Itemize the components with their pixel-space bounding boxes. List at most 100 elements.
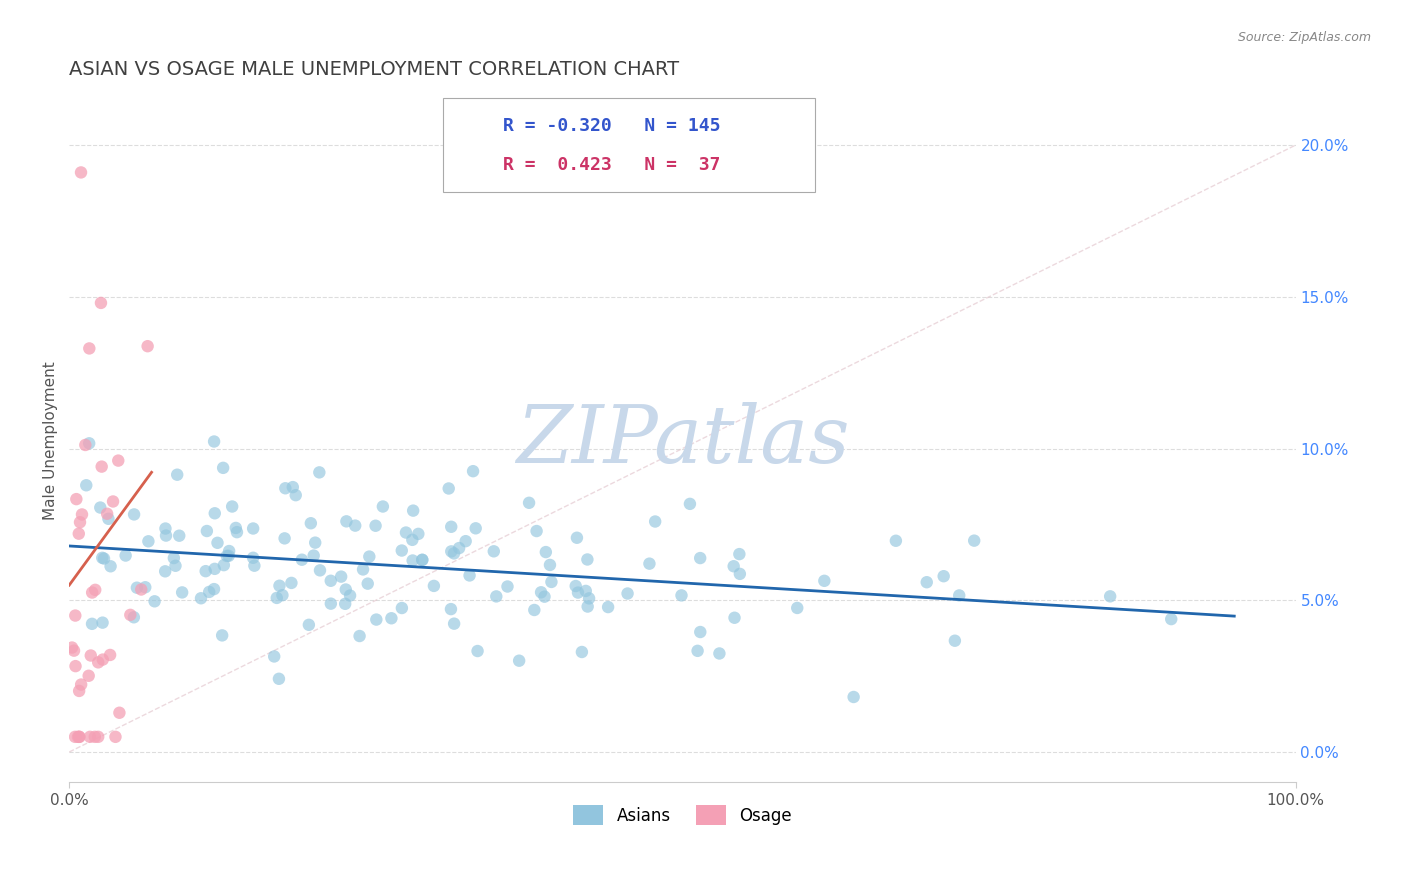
Point — [242, 550, 264, 565]
Point — [165, 558, 187, 573]
Point — [538, 558, 561, 572]
Text: R =  0.423   N =  37: R = 0.423 N = 37 — [503, 156, 721, 174]
Point — [349, 629, 371, 643]
Point — [616, 586, 638, 600]
Point — [304, 535, 326, 549]
Point — [65, 608, 87, 623]
Point — [302, 549, 325, 563]
Point — [526, 524, 548, 538]
Text: ASIAN VS OSAGE MALE UNEMPLOYMENT CORRELATION CHART: ASIAN VS OSAGE MALE UNEMPLOYMENT CORRELA… — [69, 60, 679, 78]
Point — [77, 669, 100, 683]
Point — [82, 585, 104, 599]
Point — [357, 576, 380, 591]
Point — [198, 585, 221, 599]
Point — [689, 551, 711, 566]
Point — [122, 610, 145, 624]
Point — [143, 594, 166, 608]
Point — [443, 616, 465, 631]
Point — [915, 575, 938, 590]
Point — [437, 482, 460, 496]
Point — [75, 478, 97, 492]
Point — [565, 531, 588, 545]
Point — [89, 500, 111, 515]
Point — [932, 569, 955, 583]
Point — [96, 507, 118, 521]
Point — [167, 529, 190, 543]
Point — [598, 600, 620, 615]
Point — [79, 730, 101, 744]
Point — [69, 515, 91, 529]
Point — [63, 643, 86, 657]
Point — [391, 543, 413, 558]
Point — [202, 434, 225, 449]
Point — [218, 544, 240, 558]
Point — [87, 656, 110, 670]
Point — [344, 518, 367, 533]
Point — [84, 582, 107, 597]
Point — [108, 706, 131, 720]
Point — [482, 544, 505, 558]
Point — [786, 601, 808, 615]
Point — [90, 296, 112, 310]
Point — [578, 591, 600, 606]
Point — [212, 461, 235, 475]
Point — [395, 525, 418, 540]
Point — [195, 524, 218, 538]
Point — [269, 579, 291, 593]
Point — [564, 579, 586, 593]
Point — [225, 521, 247, 535]
Point — [242, 521, 264, 535]
Point — [90, 459, 112, 474]
Point — [440, 544, 463, 558]
Point — [671, 588, 693, 602]
Point — [291, 552, 314, 566]
Point — [226, 525, 249, 540]
Point — [517, 496, 540, 510]
Point — [567, 585, 589, 599]
Point — [114, 549, 136, 563]
Point — [508, 654, 530, 668]
Point — [97, 512, 120, 526]
Point — [125, 581, 148, 595]
Point — [207, 536, 229, 550]
Point — [401, 553, 423, 567]
Point — [644, 515, 666, 529]
Point — [496, 580, 519, 594]
Point — [266, 591, 288, 605]
Legend: Asians, Osage: Asians, Osage — [567, 798, 799, 832]
Point — [67, 684, 90, 698]
Point — [299, 516, 322, 531]
Point — [271, 588, 294, 602]
Point — [461, 464, 484, 478]
Point — [155, 528, 177, 542]
Point — [728, 566, 751, 581]
Point — [1160, 612, 1182, 626]
Point — [813, 574, 835, 588]
Point — [728, 547, 751, 561]
Point — [402, 503, 425, 517]
Point — [963, 533, 986, 548]
Point — [93, 551, 115, 566]
Point — [284, 488, 307, 502]
Point — [70, 508, 93, 522]
Point — [60, 640, 83, 655]
Point — [120, 607, 142, 622]
Point — [298, 617, 321, 632]
Point — [709, 647, 731, 661]
Point — [408, 527, 430, 541]
Point — [65, 659, 87, 673]
Point — [411, 553, 433, 567]
Point — [364, 518, 387, 533]
Point — [273, 532, 295, 546]
Point — [319, 597, 342, 611]
Point — [723, 559, 745, 574]
Point — [533, 590, 555, 604]
Point — [571, 645, 593, 659]
Point — [576, 552, 599, 566]
Point — [330, 569, 353, 583]
Point — [335, 582, 357, 597]
Point — [65, 492, 87, 507]
Point — [319, 574, 342, 588]
Point — [686, 644, 709, 658]
Point — [100, 559, 122, 574]
